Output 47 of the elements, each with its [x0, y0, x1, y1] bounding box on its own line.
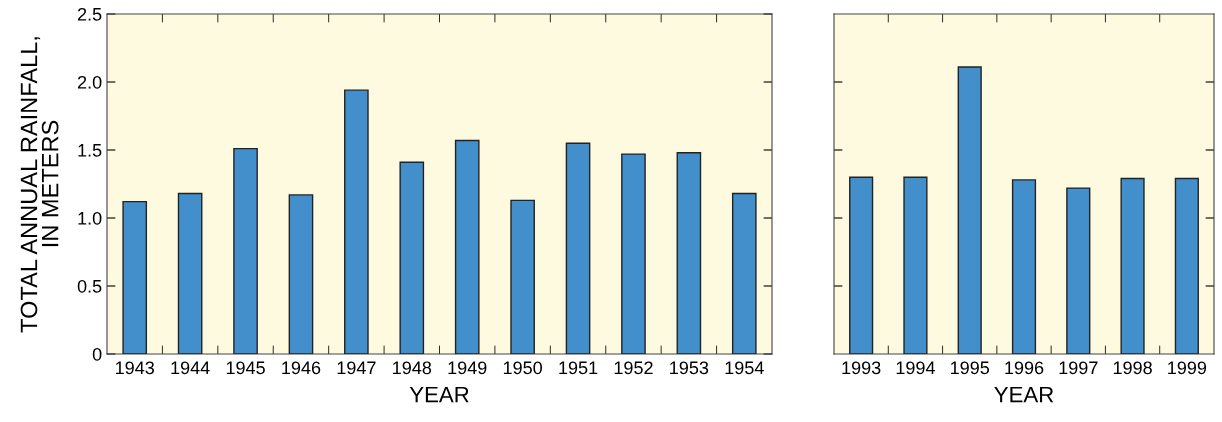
bar	[399, 161, 425, 354]
x-tick-label: 1949	[448, 361, 487, 375]
bar	[731, 192, 757, 354]
x-tick-label: 1994	[896, 361, 935, 375]
x-tick-label: 1952	[614, 361, 653, 375]
x-tick-label: 1995	[951, 361, 990, 375]
bar	[903, 176, 928, 354]
y-tick-label: 0.5	[77, 279, 102, 293]
y-tick-label: 2.5	[77, 7, 102, 21]
y-axis-title: TOTAL ANNUAL RAINFALL, IN METERS	[20, 37, 59, 333]
x-tick-label: 1953	[670, 361, 709, 375]
bar	[849, 176, 874, 354]
bar	[454, 139, 480, 354]
x-tick-label: 1997	[1059, 361, 1098, 375]
bar	[957, 66, 982, 354]
bar	[177, 192, 203, 354]
x-axis-title: YEAR	[994, 386, 1054, 403]
bar	[288, 194, 314, 354]
bar	[1066, 187, 1091, 354]
x-tick-label: 1943	[116, 361, 154, 375]
x-axis-title: YEAR	[409, 386, 469, 403]
bar	[122, 200, 148, 354]
x-tick-label: 1945	[226, 361, 265, 375]
bar	[344, 89, 369, 354]
x-tick-label: 1948	[393, 361, 432, 375]
bar	[1011, 179, 1037, 354]
x-tick-label: 1998	[1113, 361, 1152, 375]
bar	[565, 142, 591, 354]
y-tick-label: 2.0	[77, 75, 102, 89]
x-tick-label: 1951	[559, 361, 598, 375]
x-tick-label: 1996	[1005, 361, 1044, 375]
bar	[676, 152, 702, 354]
bar	[621, 153, 646, 354]
x-tick-label: 1993	[842, 361, 881, 375]
x-tick-label: 1999	[1168, 361, 1207, 375]
y-tick-label: 1.5	[78, 144, 102, 157]
x-tick-label: 1946	[282, 361, 321, 375]
bar	[1174, 177, 1199, 354]
x-tick-label: 1950	[503, 361, 542, 375]
bar	[510, 199, 535, 354]
bar	[1120, 177, 1145, 354]
x-tick-label: 1947	[337, 361, 376, 375]
y-tick-label: 0	[92, 347, 102, 361]
x-tick-label: 1954	[725, 361, 764, 375]
y-tick-label: 1.0	[78, 211, 102, 225]
x-tick-label: 1944	[171, 361, 210, 375]
bar	[233, 147, 258, 354]
